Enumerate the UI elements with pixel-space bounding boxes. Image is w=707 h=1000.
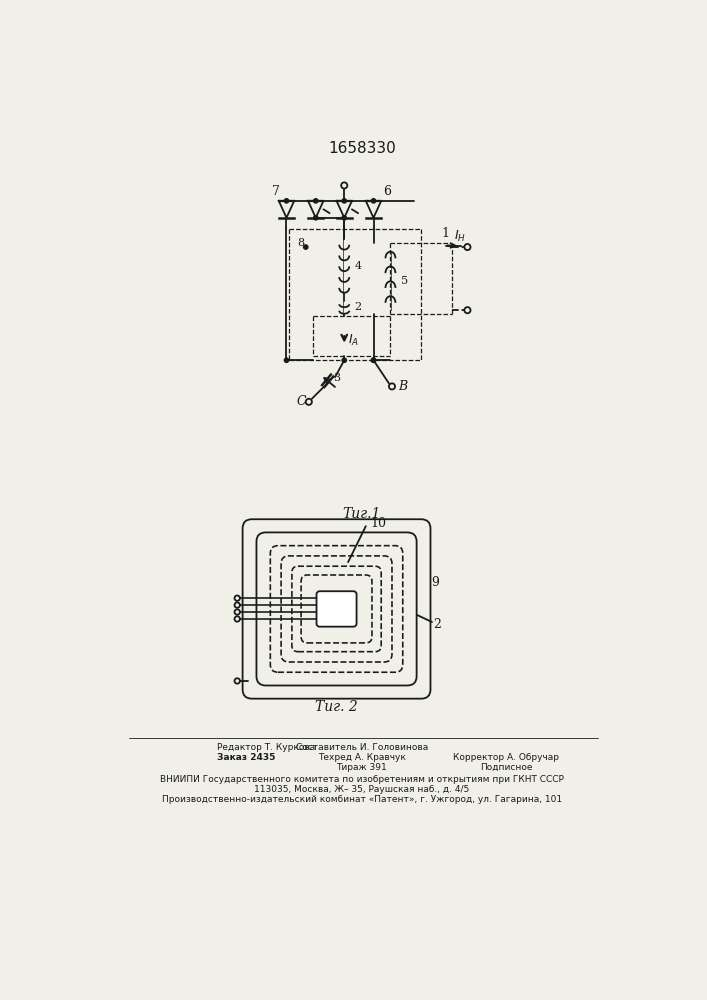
- Text: 1658330: 1658330: [328, 141, 396, 156]
- Circle shape: [464, 307, 471, 313]
- Circle shape: [235, 678, 240, 684]
- Circle shape: [305, 399, 312, 405]
- Circle shape: [464, 244, 471, 250]
- Circle shape: [235, 595, 240, 601]
- Circle shape: [371, 199, 375, 203]
- Circle shape: [341, 182, 347, 189]
- Circle shape: [314, 216, 318, 220]
- Circle shape: [389, 383, 395, 390]
- Circle shape: [314, 199, 318, 203]
- Circle shape: [235, 602, 240, 608]
- Circle shape: [342, 216, 346, 220]
- FancyBboxPatch shape: [243, 519, 431, 699]
- Text: Тираж 391: Тираж 391: [337, 763, 387, 772]
- Text: Составитель И. Головинова: Составитель И. Головинова: [296, 743, 428, 752]
- Text: Редактор Т. Куркова: Редактор Т. Куркова: [217, 743, 315, 752]
- Circle shape: [235, 609, 240, 615]
- Text: Техред А. Кравчук: Техред А. Кравчук: [318, 753, 406, 762]
- Text: 5: 5: [330, 608, 338, 621]
- Text: Τиг. 2: Τиг. 2: [315, 700, 358, 714]
- Text: Заказ 2435: Заказ 2435: [217, 753, 276, 762]
- Text: 4: 4: [354, 261, 362, 271]
- Circle shape: [342, 358, 346, 362]
- Text: $I_H$: $I_H$: [454, 229, 466, 244]
- Text: 113035, Москва, Ж– 35, Раушская наб., д. 4/5: 113035, Москва, Ж– 35, Раушская наб., д.…: [255, 785, 469, 794]
- Circle shape: [284, 199, 288, 203]
- Circle shape: [371, 358, 375, 362]
- Text: B: B: [398, 380, 407, 393]
- Circle shape: [303, 245, 308, 249]
- Text: 10: 10: [371, 517, 387, 530]
- Text: Подписное: Подписное: [479, 763, 532, 772]
- Text: 1: 1: [442, 227, 450, 240]
- Text: 7: 7: [271, 185, 280, 198]
- Text: 9: 9: [431, 576, 439, 588]
- Text: 4: 4: [330, 597, 338, 610]
- Text: 8: 8: [297, 238, 304, 248]
- Text: 2: 2: [354, 302, 362, 312]
- Text: $I_A$: $I_A$: [348, 333, 359, 348]
- Circle shape: [342, 199, 346, 203]
- Text: C: C: [296, 395, 306, 408]
- Text: 2: 2: [433, 618, 440, 631]
- FancyBboxPatch shape: [317, 591, 356, 627]
- Text: 6: 6: [383, 185, 392, 198]
- Circle shape: [235, 616, 240, 622]
- Text: 5: 5: [401, 276, 408, 286]
- Text: Производственно-издательский комбинат «Патент», г. Ужгород, ул. Гагарина, 101: Производственно-издательский комбинат «П…: [162, 795, 562, 804]
- Circle shape: [284, 358, 288, 362]
- Text: Τиг.1: Τиг.1: [343, 507, 381, 521]
- Text: 3: 3: [333, 373, 340, 383]
- Circle shape: [371, 358, 375, 362]
- Text: ВНИИПИ Государственного комитета по изобретениям и открытиям при ГКНТ СССР: ВНИИПИ Государственного комитета по изоб…: [160, 775, 564, 784]
- Text: Корректор А. Обручар: Корректор А. Обручар: [453, 753, 559, 762]
